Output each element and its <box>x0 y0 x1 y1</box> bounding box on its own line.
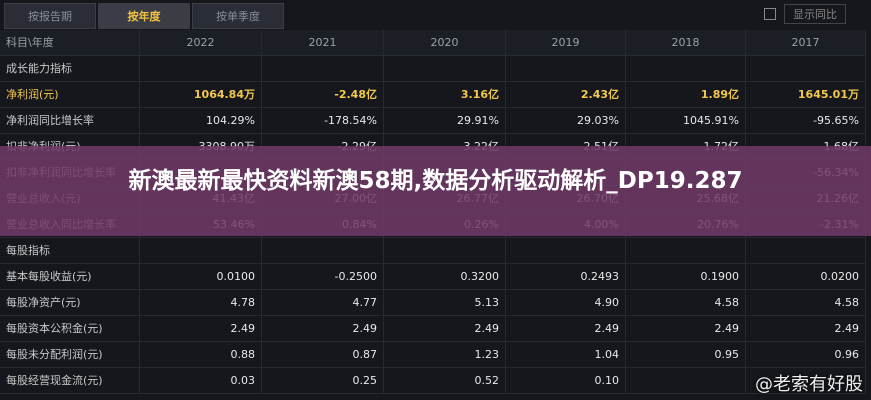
header-cell: 科目\年度 <box>0 30 140 56</box>
row-label: 基本每股收益(元) <box>0 264 140 290</box>
value-cell: 2.43亿 <box>506 82 626 108</box>
checkbox[interactable] <box>764 8 776 20</box>
value-cell: 1.04 <box>506 342 626 368</box>
overlay-title: 新澳最新最快资料新澳58期,数据分析驱动解析_DP19.287 <box>0 146 871 236</box>
empty-cell <box>746 56 866 82</box>
value-cell: 0.03 <box>140 368 262 394</box>
tab[interactable]: 按年度 <box>98 3 190 29</box>
value-cell: 0.88 <box>140 342 262 368</box>
value-cell: 0.52 <box>384 368 506 394</box>
checkbox-label[interactable]: 显示同比 <box>784 4 846 24</box>
empty-cell <box>626 238 746 264</box>
header-cell: 2019 <box>506 30 626 56</box>
value-cell: 0.87 <box>262 342 384 368</box>
value-cell: 5.13 <box>384 290 506 316</box>
value-cell: 1064.84万 <box>140 82 262 108</box>
value-cell: 0.10 <box>506 368 626 394</box>
value-cell: 0.0200 <box>746 264 866 290</box>
empty-cell <box>140 56 262 82</box>
header-cell: 2022 <box>140 30 262 56</box>
row-label: 每股经营现金流(元) <box>0 368 140 394</box>
value-cell: 4.58 <box>626 290 746 316</box>
value-cell: 4.78 <box>140 290 262 316</box>
value-cell: 0.0100 <box>140 264 262 290</box>
value-cell: 2.49 <box>506 316 626 342</box>
value-cell: 0.3200 <box>384 264 506 290</box>
header-cell: 2021 <box>262 30 384 56</box>
empty-cell <box>506 56 626 82</box>
value-cell: 4.58 <box>746 290 866 316</box>
row-label: 每股未分配利润(元) <box>0 342 140 368</box>
watermark: @老索有好股 <box>755 374 863 395</box>
value-cell: 0.25 <box>262 368 384 394</box>
value-cell <box>746 368 866 394</box>
empty-cell <box>626 56 746 82</box>
row-label: 每股净资产(元) <box>0 290 140 316</box>
value-cell: 4.90 <box>506 290 626 316</box>
empty-cell <box>262 238 384 264</box>
value-cell <box>626 368 746 394</box>
value-cell: 4.77 <box>262 290 384 316</box>
value-cell: -2.48亿 <box>262 82 384 108</box>
section-title: 每股指标 <box>0 238 140 264</box>
value-cell: 3.16亿 <box>384 82 506 108</box>
row-label: 净利润同比增长率 <box>0 108 140 134</box>
empty-cell <box>384 238 506 264</box>
value-cell: 2.49 <box>262 316 384 342</box>
tab[interactable]: 按单季度 <box>192 3 284 29</box>
value-cell: 1645.01万 <box>746 82 866 108</box>
value-cell: 1.89亿 <box>626 82 746 108</box>
header-cell: 2017 <box>746 30 866 56</box>
value-cell: 2.49 <box>626 316 746 342</box>
value-cell: 29.03% <box>506 108 626 134</box>
empty-cell <box>262 56 384 82</box>
value-cell: 0.96 <box>746 342 866 368</box>
empty-cell <box>506 238 626 264</box>
value-cell: 29.91% <box>384 108 506 134</box>
tab[interactable]: 按报告期 <box>4 3 96 29</box>
value-cell: 0.95 <box>626 342 746 368</box>
value-cell: 1045.91% <box>626 108 746 134</box>
value-cell: 0.1900 <box>626 264 746 290</box>
value-cell: 1.23 <box>384 342 506 368</box>
value-cell: 104.29% <box>140 108 262 134</box>
value-cell: -178.54% <box>262 108 384 134</box>
value-cell: 2.49 <box>140 316 262 342</box>
empty-cell <box>384 56 506 82</box>
value-cell: 2.49 <box>384 316 506 342</box>
value-cell: -0.2500 <box>262 264 384 290</box>
row-label: 净利润(元) <box>0 82 140 108</box>
value-cell: 0.2493 <box>506 264 626 290</box>
header-cell: 2020 <box>384 30 506 56</box>
value-cell: 2.49 <box>746 316 866 342</box>
section-title: 成长能力指标 <box>0 56 140 82</box>
row-label: 每股资本公积金(元) <box>0 316 140 342</box>
header-cell: 2018 <box>626 30 746 56</box>
value-cell: -95.65% <box>746 108 866 134</box>
empty-cell <box>140 238 262 264</box>
empty-cell <box>746 238 866 264</box>
